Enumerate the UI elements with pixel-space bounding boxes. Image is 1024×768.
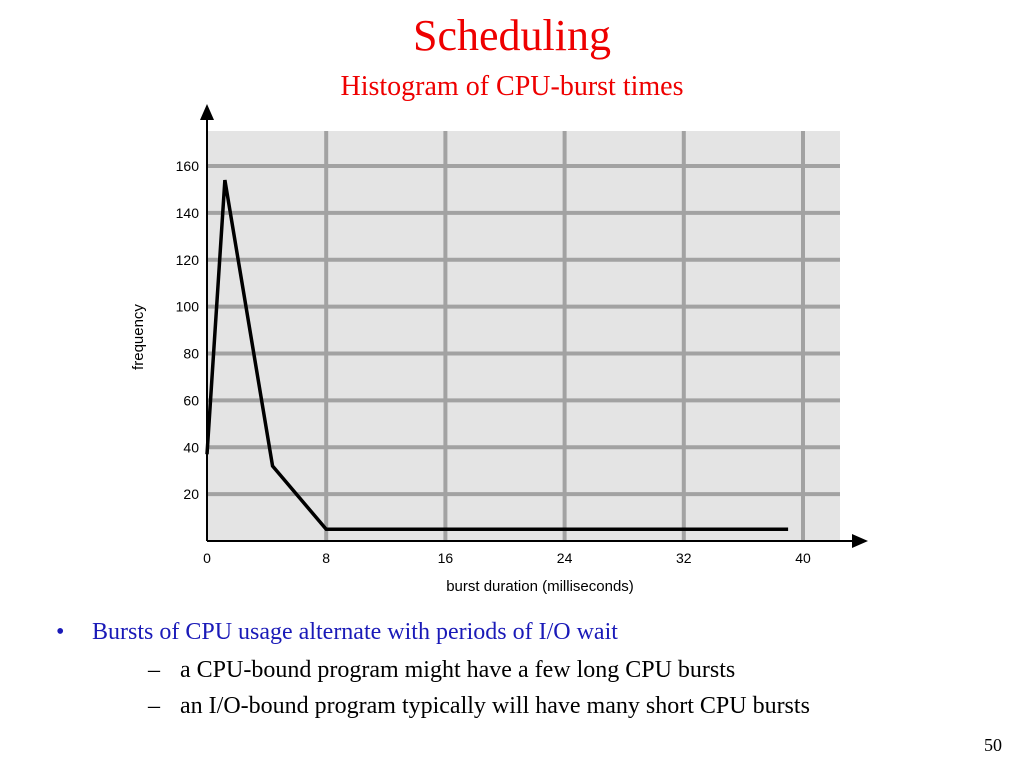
sub-bullet-text: a CPU-bound program might have a few lon… [180,657,736,683]
y-tick-label: 160 [176,158,200,174]
tick-labels: 0 8 16 24 32 40 20 40 60 80 100 120 140 160 [176,158,811,566]
slide-title: Scheduling [413,11,611,60]
series-line [205,179,789,532]
page-number: 50 [984,735,1002,755]
x-tick-label: 8 [322,550,330,566]
x-tick-label: 32 [676,550,692,566]
x-tick-label: 0 [203,550,211,566]
x-tick-label: 16 [438,550,454,566]
y-axis-label: frequency [130,304,147,370]
y-tick-label: 20 [183,486,199,502]
bullet-list: • Bursts of CPU usage alternate with per… [48,616,988,724]
x-axis-arrow [852,534,868,548]
bullet-text: Bursts of CPU usage alternate with perio… [92,619,618,645]
bullet-marker: • [56,619,65,645]
grid [207,131,840,541]
y-tick-label: 80 [183,346,199,362]
axes [200,104,868,548]
sub-bullet-item: – an I/O-bound program typically will ha… [92,688,988,724]
y-tick-label: 120 [176,252,200,268]
y-axis-arrow [200,104,214,120]
x-tick-label: 40 [795,550,811,566]
slide-subtitle: Histogram of CPU-burst times [340,71,684,102]
dash-marker: – [148,657,160,683]
sub-bullet-list: – a CPU-bound program might have a few l… [92,652,988,724]
sub-bullet-text: an I/O-bound program typically will have… [180,693,810,719]
y-tick-label: 60 [183,392,199,408]
sub-bullet-item: – a CPU-bound program might have a few l… [92,652,988,688]
y-tick-label: 140 [176,205,200,221]
dash-marker: – [148,693,160,719]
x-tick-label: 24 [557,550,573,566]
plot-background [207,131,840,541]
bullet-item: • Bursts of CPU usage alternate with per… [48,616,988,724]
y-tick-label: 40 [183,439,199,455]
x-axis-label: burst duration (milliseconds) [446,578,634,595]
y-tick-label: 100 [176,299,200,315]
